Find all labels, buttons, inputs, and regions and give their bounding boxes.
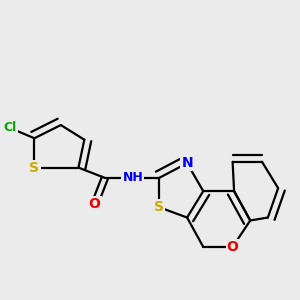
Text: O: O [227,240,239,254]
Text: Cl: Cl [3,122,17,134]
Text: NH: NH [122,171,143,184]
Text: O: O [89,197,100,211]
Text: N: N [181,156,193,170]
Text: S: S [29,160,39,175]
Text: S: S [154,200,164,214]
